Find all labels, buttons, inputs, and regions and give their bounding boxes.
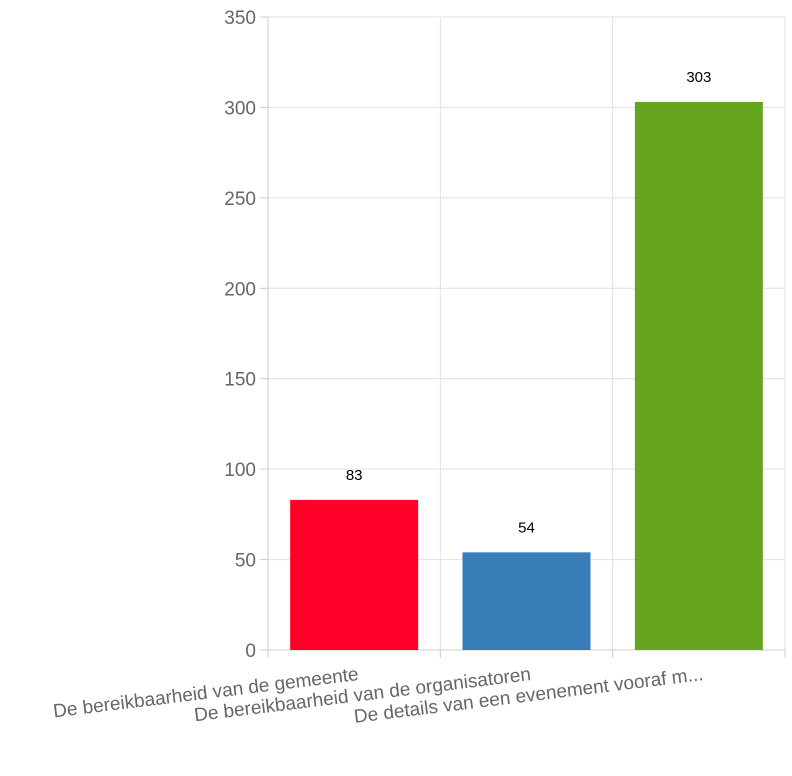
data-label: 83 (346, 467, 363, 484)
y-tick-label: 200 (224, 279, 256, 300)
y-axis: 0 50 100 150 200 250 300 350 (224, 8, 268, 662)
bar (462, 552, 591, 650)
y-tick-label: 250 (224, 189, 256, 210)
data-label: 54 (518, 519, 535, 536)
data-label-layer: 83 54 303 (346, 69, 712, 536)
y-tick-label: 100 (224, 460, 256, 481)
data-label: 303 (686, 69, 711, 86)
bar (634, 102, 763, 650)
y-tick-label: 300 (224, 98, 256, 119)
y-tick-label: 50 (235, 551, 256, 572)
y-tick-label: 350 (224, 8, 256, 29)
bar-layer (290, 102, 763, 650)
y-tick-label: 150 (224, 370, 256, 391)
bar (290, 499, 419, 650)
y-tick-label: 0 (245, 641, 256, 662)
